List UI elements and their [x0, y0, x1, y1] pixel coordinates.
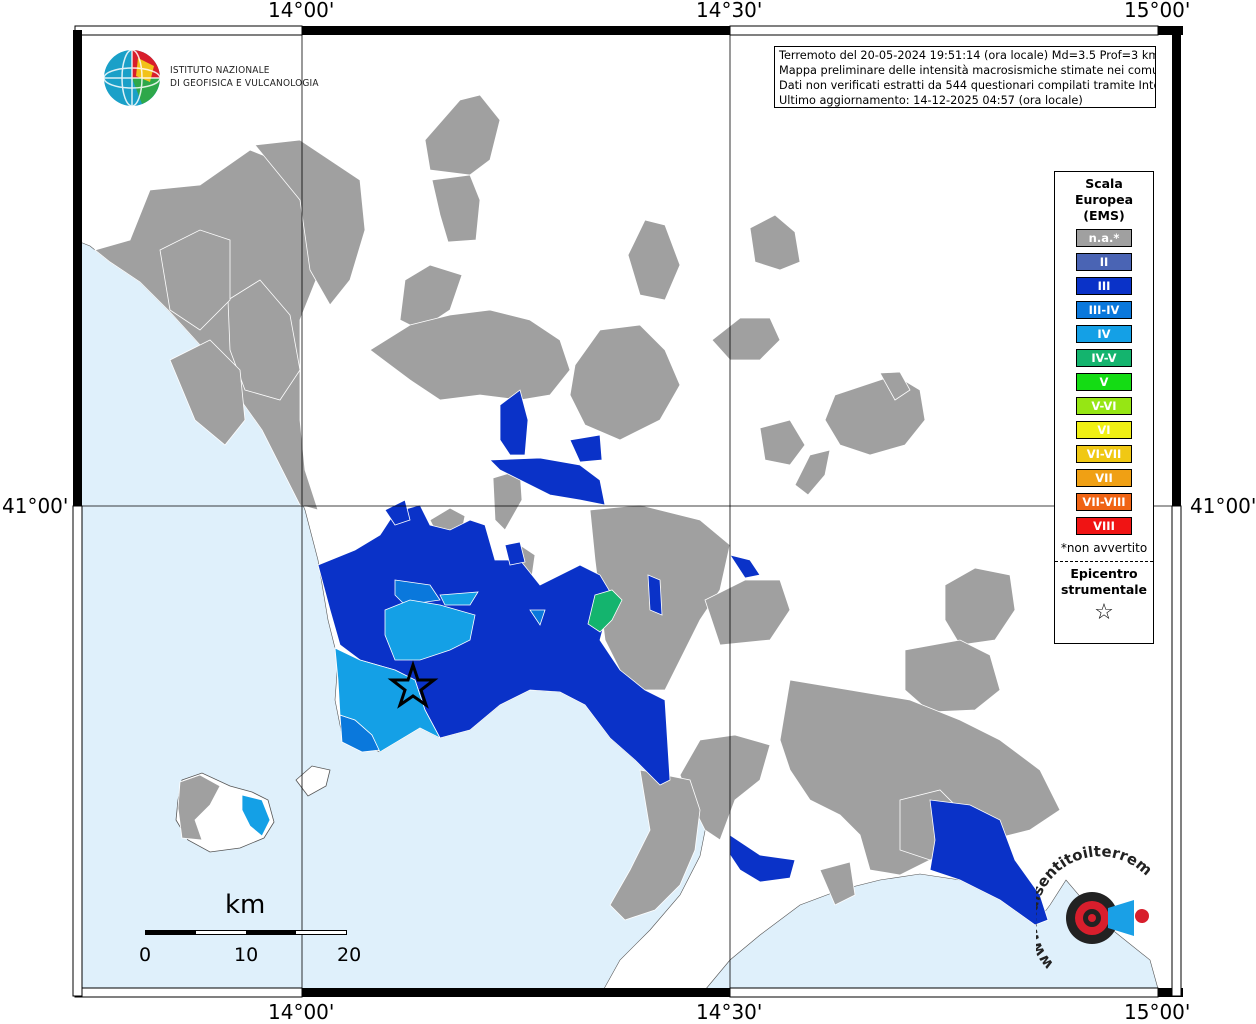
scale-bar-graphic — [145, 930, 347, 935]
event-info-line1: Terremoto del 20-05-2024 19:51:14 (ora l… — [779, 49, 1156, 62]
legend-epicenter-line2: strumentale — [1060, 582, 1148, 597]
legend-items: n.a.* II III III-IV IV IV-V V V-VI VI VI-VII VII VI… — [1055, 229, 1153, 535]
event-info-line3: Dati non verificati estratti da 544 ques… — [779, 79, 1156, 92]
legend-item-vi-vii: VI-VII — [1076, 445, 1132, 463]
legend-title-line1: Scala — [1085, 176, 1123, 191]
epicenter-star — [387, 660, 439, 709]
institute-name-line2: DI GEOFISICA E VULCANOLOGIA — [170, 78, 319, 89]
coord-right-41-00: 41°00' — [1190, 494, 1256, 518]
ingv-logo: ISTITUTO NAZIONALE DI GEOFISICA E VULCAN… — [100, 48, 320, 112]
hsl-logo: www.haisentitoilterremoto.it — [1036, 846, 1156, 973]
institute-name: ISTITUTO NAZIONALE DI GEOFISICA E VULCAN… — [170, 64, 319, 90]
intensity-iii-iv-regions — [339, 579, 546, 753]
legend-item-vii-viii: VII-VIII — [1076, 493, 1132, 511]
legend-item-n-a: n.a.* — [1076, 229, 1132, 247]
graticule — [75, 30, 1177, 996]
legend-title: Scala Europea (EMS) — [1055, 176, 1153, 224]
scale-tick-0: 0 — [139, 944, 152, 966]
coord-left-41-00: 41°00' — [2, 494, 69, 518]
legend-item-ii: II — [1076, 253, 1132, 271]
legend-separator — [1055, 561, 1153, 562]
legend-star-icon: ☆ — [1094, 600, 1114, 625]
event-info-line4: Ultimo aggiornamento: 14-12-2025 04:57 (… — [779, 94, 1083, 107]
na-regions — [94, 94, 1061, 921]
legend-item-iii-iv: III-IV — [1076, 301, 1132, 319]
coord-top-15-00: 15°00' — [1124, 0, 1191, 22]
coord-bottom-14-00: 14°00' — [268, 1000, 335, 1024]
event-info-box: Terremoto del 20-05-2024 19:51:14 (ora l… — [774, 46, 1156, 108]
intensity-iv-regions — [241, 591, 479, 837]
intensity-iv-v-region — [587, 589, 623, 633]
legend-title-line3: (EMS) — [1083, 208, 1125, 223]
legend-item-iv-v: IV-V — [1076, 349, 1132, 367]
map-frame — [72, 25, 1183, 998]
institute-name-line1: ISTITUTO NAZIONALE — [170, 65, 270, 76]
legend-epicenter-label: Epicentro strumentale — [1055, 566, 1153, 598]
ems-legend: Scala Europea (EMS) n.a.* II III III-IV IV IV… — [1054, 171, 1154, 644]
legend-note: *non avvertito — [1060, 541, 1148, 555]
scale-bar: km 0 10 20 — [135, 890, 365, 970]
legend-epicenter-line1: Epicentro — [1070, 566, 1138, 581]
legend-item-vi: VI — [1076, 421, 1132, 439]
legend-item-v: V — [1076, 373, 1132, 391]
coord-bottom-14-30: 14°30' — [696, 1000, 763, 1024]
legend-title-line2: Europea — [1074, 192, 1134, 207]
legend-item-iv: IV — [1076, 325, 1132, 343]
event-info-line2: Mappa preliminare delle intensità macros… — [779, 64, 1156, 77]
legend-item-viii: VIII — [1076, 517, 1132, 535]
island-procida — [295, 765, 331, 797]
scale-tick-20: 20 — [337, 944, 362, 966]
legend-item-iii: III — [1076, 277, 1132, 295]
coord-top-14-30: 14°30' — [696, 0, 763, 22]
legend-item-vii: VII — [1076, 469, 1132, 487]
scale-unit: km — [225, 890, 266, 920]
coord-top-14-00: 14°00' — [268, 0, 335, 22]
globe-icon — [103, 49, 161, 107]
scale-tick-10: 10 — [234, 944, 259, 966]
legend-item-v-vi: V-VI — [1076, 397, 1132, 415]
coord-bottom-15-00: 15°00' — [1124, 1000, 1191, 1024]
intensity-iii-regions — [317, 389, 1049, 926]
